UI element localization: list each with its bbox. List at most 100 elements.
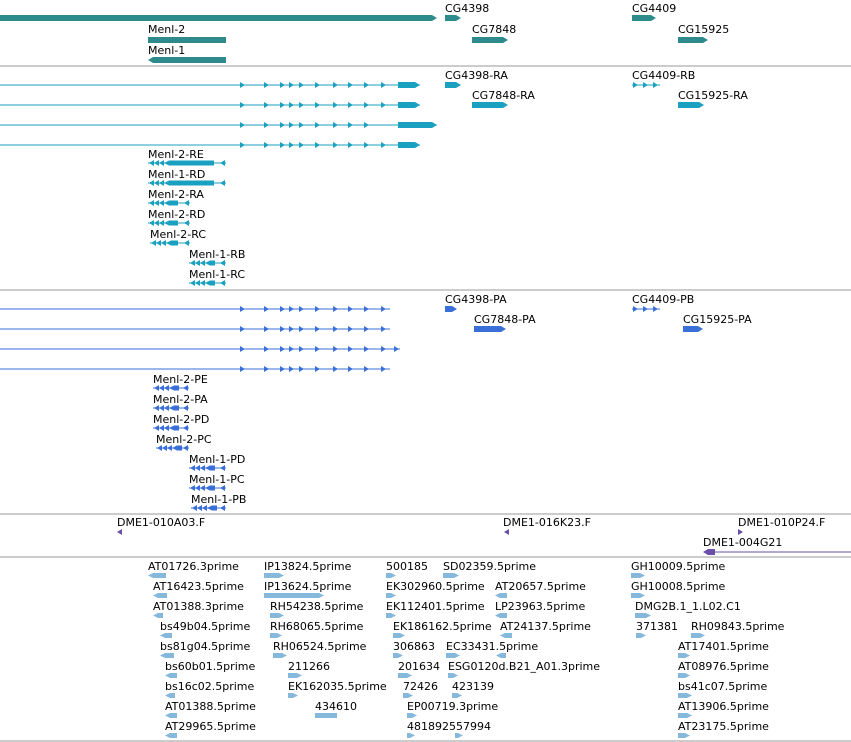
feature-label-menl2-re[interactable]: Menl-2-RE — [148, 148, 204, 161]
transcript-menl1-rd-body[interactable] — [164, 180, 214, 186]
feature-label-n481892557994[interactable]: 481892557994 — [407, 720, 491, 733]
feature-label-n72426[interactable]: 72426 — [403, 680, 438, 693]
feature-label-ek302960[interactable]: EK302960.5prime — [386, 580, 485, 593]
feature-label-cg15925-ra[interactable]: CG15925-RA — [678, 89, 748, 102]
est-bar-n500185[interactable] — [386, 573, 396, 578]
est-bar-rh06524[interactable] — [273, 653, 287, 658]
feature-label-n211266[interactable]: 211266 — [288, 660, 330, 673]
est-bar-ek302960[interactable] — [386, 593, 396, 598]
feature-label-rh09843[interactable]: RH09843.5prime — [691, 620, 785, 633]
polypeptide-menl2-pd-body[interactable] — [169, 425, 179, 431]
feature-label-bs41c07[interactable]: bs41c07.5prime — [678, 680, 768, 693]
feature-label-n500185[interactable]: 500185 — [386, 560, 428, 573]
feature-label-at01388-3[interactable]: AT01388.3prime — [153, 600, 244, 613]
feature-label-at01388-5[interactable]: AT01388.5prime — [165, 700, 256, 713]
est-bar-at24137[interactable] — [500, 633, 512, 638]
feature-label-ip13824[interactable]: IP13824.5prime — [264, 560, 352, 573]
polypeptide-menl1-pd-body[interactable] — [205, 465, 215, 471]
est-bar-at01388-5[interactable] — [165, 713, 177, 718]
feature-label-dme1-010p24[interactable]: DME1-010P24.F — [738, 516, 825, 529]
polypeptide-menl2-pa-body[interactable] — [169, 405, 179, 411]
feature-label-cg4398[interactable]: CG4398 — [445, 2, 489, 15]
est-bar-extra-2[interactable] — [496, 653, 506, 658]
feature-label-menl2-rc[interactable]: Menl-2-RC — [150, 228, 206, 241]
transcript-cg15925-ra[interactable] — [678, 102, 704, 108]
feature-label-ek162035[interactable]: EK162035.5prime — [288, 680, 387, 693]
est-bar-n72426[interactable] — [403, 693, 413, 698]
transcript-a-terminal-exon[interactable] — [398, 82, 420, 88]
feature-label-dmg2b1[interactable]: DMG2B.1_1.L02.C1 — [635, 600, 741, 613]
feature-label-n371381[interactable]: 371381 — [636, 620, 678, 633]
feature-label-at13906[interactable]: AT13906.5prime — [678, 700, 769, 713]
gene-bar-cg4398[interactable] — [445, 15, 461, 21]
feature-label-n423139[interactable]: 423139 — [452, 680, 494, 693]
est-bar-bs60b01[interactable] — [165, 673, 177, 678]
feature-label-at08976[interactable]: AT08976.5prime — [678, 660, 769, 673]
est-bar-rh54238[interactable] — [270, 613, 284, 618]
transcript-menl2-ra-body[interactable] — [164, 200, 178, 206]
feature-label-lp23963[interactable]: LP23963.5prime — [495, 600, 586, 613]
gene-bar-menl2[interactable] — [148, 37, 226, 43]
feature-label-at24137[interactable]: AT24137.5prime — [500, 620, 591, 633]
feature-label-bs16c02[interactable]: bs16c02.5prime — [165, 680, 255, 693]
feature-label-menl2-ra[interactable]: Menl-2-RA — [148, 188, 204, 201]
est-bar-at01388-3[interactable] — [153, 613, 163, 618]
feature-label-at23175[interactable]: AT23175.5prime — [678, 720, 769, 733]
feature-label-cg4409[interactable]: CG4409 — [632, 2, 676, 15]
est-bar-ek186162[interactable] — [393, 633, 405, 638]
feature-label-at29965[interactable]: AT29965.5prime — [165, 720, 256, 733]
feature-label-cg4398-pa[interactable]: CG4398-PA — [445, 293, 507, 306]
transcript-menl1-rc-body[interactable] — [205, 280, 215, 286]
feature-label-menl2-pd[interactable]: Menl-2-PD — [153, 413, 209, 426]
feature-label-at20657[interactable]: AT20657.5prime — [495, 580, 586, 593]
feature-label-n434610[interactable]: 434610 — [315, 700, 357, 713]
gene-bar-long[interactable] — [0, 15, 437, 21]
est-bar-ec33431[interactable] — [446, 653, 460, 658]
est-bar-extra-1[interactable] — [455, 733, 463, 738]
transcript-menl2-rd-body[interactable] — [164, 220, 178, 226]
est-bar-ip13824[interactable] — [264, 573, 284, 578]
feature-label-n201634[interactable]: 201634 — [398, 660, 440, 673]
est-bar-ip13624[interactable] — [264, 593, 324, 598]
est-bar-at20657[interactable] — [495, 593, 507, 598]
feature-label-ek186162[interactable]: EK186162.5prime — [393, 620, 492, 633]
est-bar-n423139[interactable] — [452, 693, 462, 698]
feature-label-dme1-016k23[interactable]: DME1-016K23.F — [503, 516, 591, 529]
gene-bar-menl1[interactable] — [148, 57, 226, 63]
est-bar-sd02359[interactable] — [443, 573, 459, 578]
transcript-cg4398-ra[interactable] — [445, 82, 461, 88]
feature-label-cg4398-ra[interactable]: CG4398-RA — [445, 69, 508, 82]
clone-dme1-004g21-bar[interactable] — [703, 549, 715, 555]
polypeptide-cg4398-pa[interactable] — [445, 306, 457, 312]
feature-label-rh06524[interactable]: RH06524.5prime — [273, 640, 367, 653]
feature-label-ep00719[interactable]: EP00719.3prime — [407, 700, 498, 713]
polypeptide-menl1-pb-body[interactable] — [207, 505, 217, 511]
feature-label-n306863[interactable]: 306863 — [393, 640, 435, 653]
est-bar-rh68065[interactable] — [270, 633, 282, 638]
est-bar-ep00719[interactable] — [407, 713, 417, 718]
feature-label-menl2[interactable]: Menl-2 — [148, 23, 185, 36]
polypeptide-cg7848-pa[interactable] — [474, 326, 506, 332]
feature-label-esg0120d[interactable]: ESG0120d.B21_A01.3prime — [448, 660, 600, 673]
est-bar-bs49b04[interactable] — [160, 633, 172, 638]
est-bar-n434610[interactable] — [315, 713, 337, 718]
feature-label-at01726[interactable]: AT01726.3prime — [148, 560, 239, 573]
feature-label-gh10008[interactable]: GH10008.5prime — [631, 580, 726, 593]
feature-label-cg4409-rb[interactable]: CG4409-RB — [632, 69, 695, 82]
feature-label-at17401[interactable]: AT17401.5prime — [678, 640, 769, 653]
transcript-menl2-rc-body[interactable] — [166, 240, 178, 246]
feature-label-menl1-pd[interactable]: Menl-1-PD — [189, 453, 245, 466]
feature-label-gh10009[interactable]: GH10009.5prime — [631, 560, 726, 573]
est-bar-rh09843[interactable] — [691, 633, 705, 638]
transcript-cg7848-ra[interactable] — [472, 102, 508, 108]
est-bar-gh10008[interactable] — [631, 593, 645, 598]
feature-label-menl2-rd[interactable]: Menl-2-RD — [148, 208, 205, 221]
polypeptide-menl2-pc-body[interactable] — [172, 445, 182, 451]
est-bar-esg0120d[interactable] — [448, 673, 458, 678]
est-bar-n211266[interactable] — [288, 673, 302, 678]
est-bar-dmg2b1[interactable] — [635, 613, 651, 618]
feature-label-cg15925-pa[interactable]: CG15925-PA — [683, 313, 752, 326]
feature-label-ec33431[interactable]: EC33431.5prime — [446, 640, 538, 653]
feature-label-menl1-rc[interactable]: Menl-1-RC — [189, 268, 245, 281]
est-bar-at23175[interactable] — [678, 733, 690, 738]
